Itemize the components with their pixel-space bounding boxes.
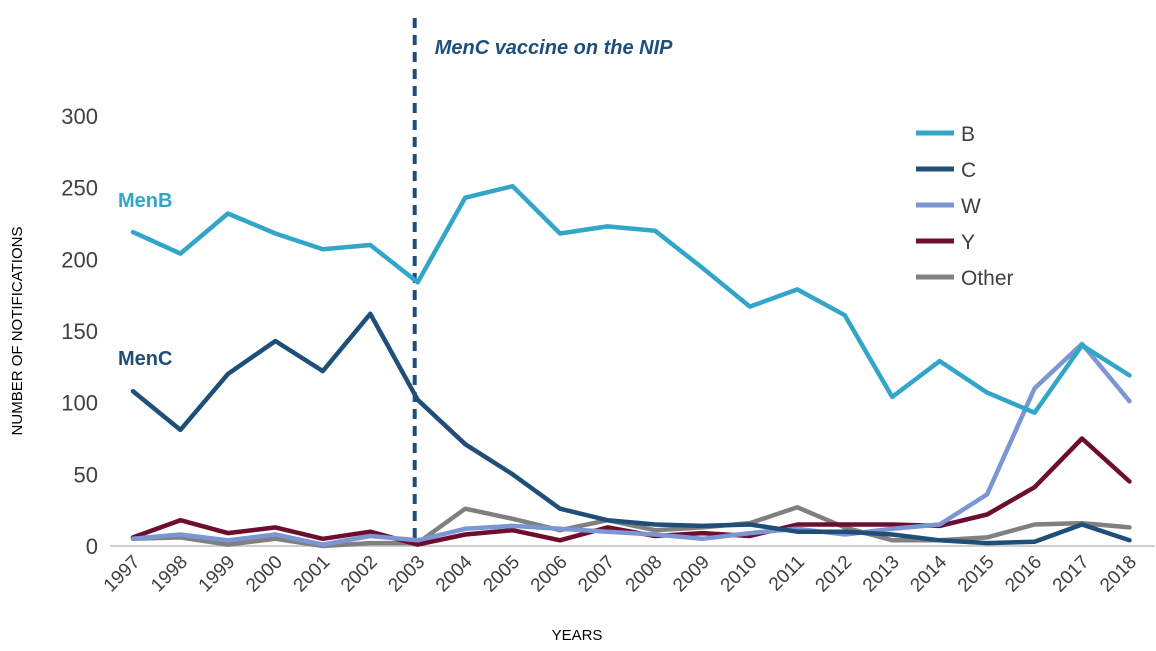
x-tick-label: 1998 <box>147 552 192 597</box>
y-tick-label: 200 <box>61 247 98 272</box>
x-tick-label: 2004 <box>432 551 477 596</box>
legend-label-y: Y <box>961 231 975 254</box>
series-line-y <box>130 436 1132 547</box>
x-tick-label: 2014 <box>906 551 951 596</box>
y-tick-label: 150 <box>61 319 98 344</box>
legend-label-other: Other <box>961 267 1014 290</box>
x-axis-ticks: 1997 1998 1999 2000 2001 2002 2003 2004 2005 2006… <box>100 551 1141 596</box>
x-tick-label: 2009 <box>669 552 714 597</box>
x-tick-label: 2018 <box>1096 552 1141 597</box>
y-tick-label: 100 <box>61 391 98 416</box>
x-tick-label: 2006 <box>527 552 572 597</box>
series-line-other <box>130 505 1132 549</box>
x-tick-label: 1999 <box>195 552 240 597</box>
legend-label-b: B <box>961 123 975 146</box>
y-tick-label: 300 <box>61 104 98 129</box>
x-tick-label: 1997 <box>100 552 145 597</box>
x-tick-label: 2003 <box>384 552 429 597</box>
series-line-b <box>130 183 1132 415</box>
x-axis-label: YEARS <box>552 627 603 644</box>
x-tick-label: 2012 <box>812 552 857 597</box>
y-axis-label: NUMBER OF NOTIFICATIONS <box>9 227 26 436</box>
y-tick-label: 50 <box>74 462 98 487</box>
legend-label-c: C <box>961 159 976 182</box>
x-tick-label: 2016 <box>1001 552 1046 597</box>
x-tick-label: 2010 <box>717 552 762 597</box>
y-axis-ticks: 0 50 100 150 200 250 300 <box>61 104 98 559</box>
x-tick-label: 2005 <box>479 552 524 597</box>
x-tick-label: 2007 <box>574 552 619 597</box>
x-tick-label: 2013 <box>859 552 904 597</box>
x-tick-label: 2015 <box>954 552 999 597</box>
vaccine-introduction-label: MenC vaccine on the NIP <box>435 37 673 59</box>
x-tick-label: 2002 <box>337 552 382 597</box>
x-tick-label: 2001 <box>290 552 335 597</box>
y-tick-label: 250 <box>61 176 98 201</box>
x-tick-label: 2011 <box>765 552 809 596</box>
menc-annotation: MenC <box>118 348 172 370</box>
legend-label-w: W <box>961 195 981 218</box>
series-lines <box>130 183 1132 549</box>
x-tick-label: 2008 <box>622 552 667 597</box>
x-tick-label: 2017 <box>1049 552 1094 597</box>
menb-annotation: MenB <box>118 190 172 212</box>
series-line-c <box>130 311 1132 546</box>
y-tick-label: 0 <box>86 534 98 559</box>
series-line-w <box>130 341 1132 547</box>
x-tick-label: 2000 <box>242 552 287 597</box>
